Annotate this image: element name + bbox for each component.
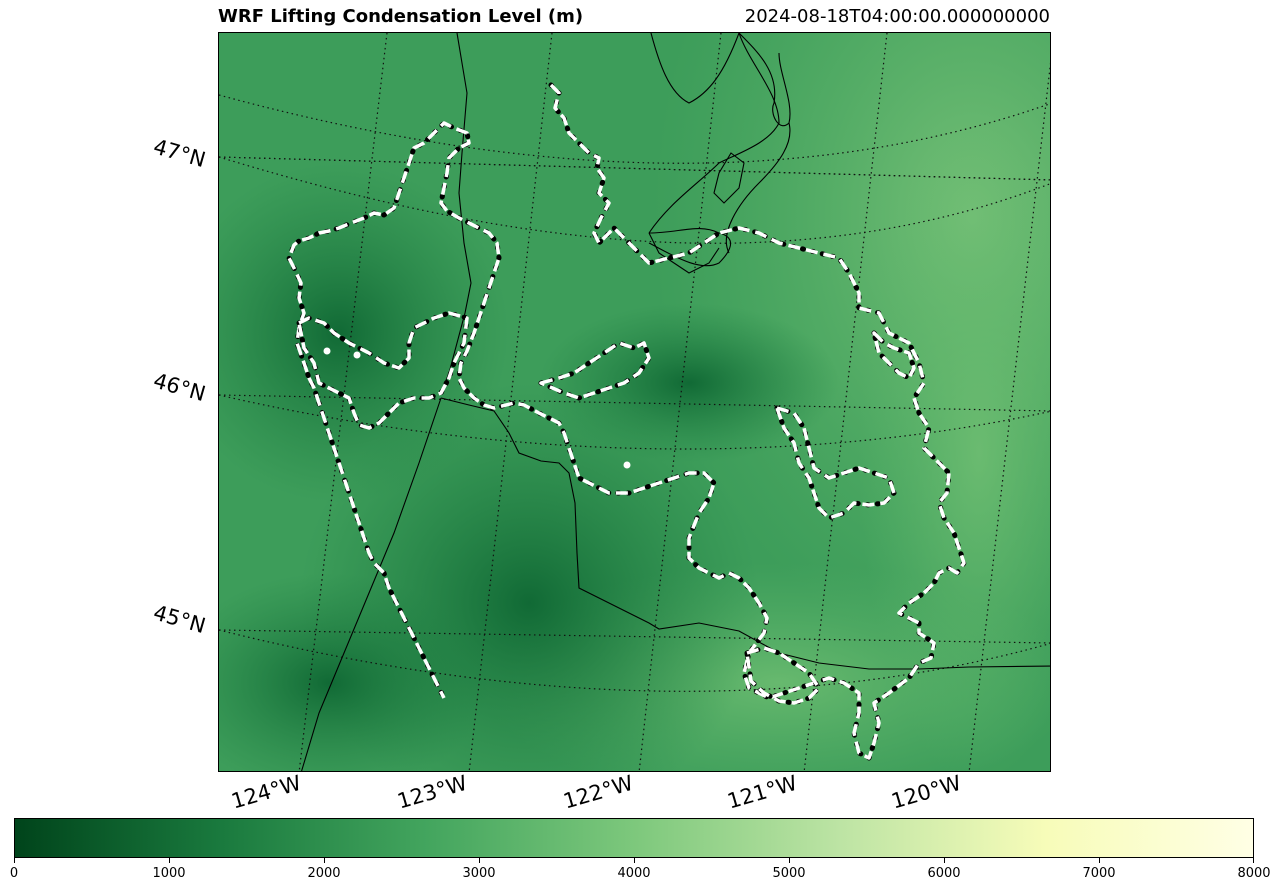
colorbar-tick	[789, 858, 790, 863]
colorbar-tick-label: 1000	[152, 866, 186, 881]
meridian-120w	[968, 62, 1050, 771]
colorbar-tick-label: 0	[9, 866, 19, 881]
inlet-b	[713, 152, 745, 204]
field-central-dark	[539, 303, 839, 463]
lcl-map	[219, 33, 1050, 771]
colorbar-tick	[14, 858, 15, 863]
valid-time: 2024-08-18T04:00:00.000000000	[744, 6, 1050, 27]
contour-ne-white	[872, 331, 916, 380]
lon-label-121w: 121°W	[724, 770, 800, 814]
meridian-122w	[638, 33, 722, 771]
coastline	[440, 33, 472, 394]
contour-dot-c	[323, 347, 331, 355]
colorbar-tick-label: 5000	[772, 866, 806, 881]
colorbar	[14, 818, 1254, 858]
lon-label-124w: 124°W	[228, 770, 304, 814]
graticule	[219, 33, 1050, 771]
colorbar-tick-label: 6000	[927, 866, 961, 881]
graticule-curves	[219, 94, 1050, 692]
contour-main-white	[287, 83, 966, 760]
map-title: WRF Lifting Condensation Level (m)	[218, 6, 584, 27]
colorbar-tick-label: 3000	[462, 866, 496, 881]
lcl-contour	[286, 82, 967, 761]
colorbar-tick-label: 7000	[1082, 866, 1116, 881]
western-coast	[301, 397, 442, 771]
colorbar-tick	[944, 858, 945, 863]
inlet-a	[648, 232, 720, 274]
lon-label-123w: 123°W	[394, 770, 470, 814]
meridian-124w	[298, 33, 388, 771]
puget-sound-d	[725, 122, 791, 254]
colorbar-tick-label: 2000	[307, 866, 341, 881]
boundaries	[301, 33, 1050, 771]
colorbar-tick-label: 8000	[1237, 866, 1271, 881]
map-panel	[218, 32, 1051, 772]
columbia-river	[440, 397, 1050, 670]
puget-sound-a	[648, 33, 780, 234]
contour-east-black	[774, 405, 897, 521]
colorbar-tick	[324, 858, 325, 863]
colorbar-tick-label: 4000	[617, 866, 651, 881]
meridian-123w	[468, 33, 553, 771]
lon-label-122w: 122°W	[560, 770, 636, 814]
colorbar-tick	[1253, 858, 1254, 863]
colorbar-tick	[479, 858, 480, 863]
contour-west-white	[297, 311, 469, 430]
colorbar-tick	[634, 858, 635, 863]
contour-dot-a	[623, 461, 631, 469]
meridian-121w	[803, 33, 888, 771]
contour-south-white	[745, 646, 821, 705]
colorbar-tick	[169, 858, 170, 863]
lat-label-46n: 46°N	[150, 368, 209, 407]
colorbar-tick	[1099, 858, 1100, 863]
field-sw-dark	[219, 573, 489, 771]
contour-east-white	[775, 406, 896, 520]
lon-label-120w: 120°W	[888, 770, 964, 814]
contour-central-white	[539, 341, 651, 400]
lat-label-47n: 47°N	[150, 134, 209, 173]
puget-sound-b	[648, 228, 731, 267]
contour-dot-b	[353, 351, 361, 359]
hood-canal	[650, 33, 740, 104]
puget-sound-c	[738, 33, 791, 127]
field-east-band	[859, 123, 1050, 771]
lat-label-45n: 45°N	[150, 600, 209, 639]
contour-west-black	[296, 310, 470, 431]
